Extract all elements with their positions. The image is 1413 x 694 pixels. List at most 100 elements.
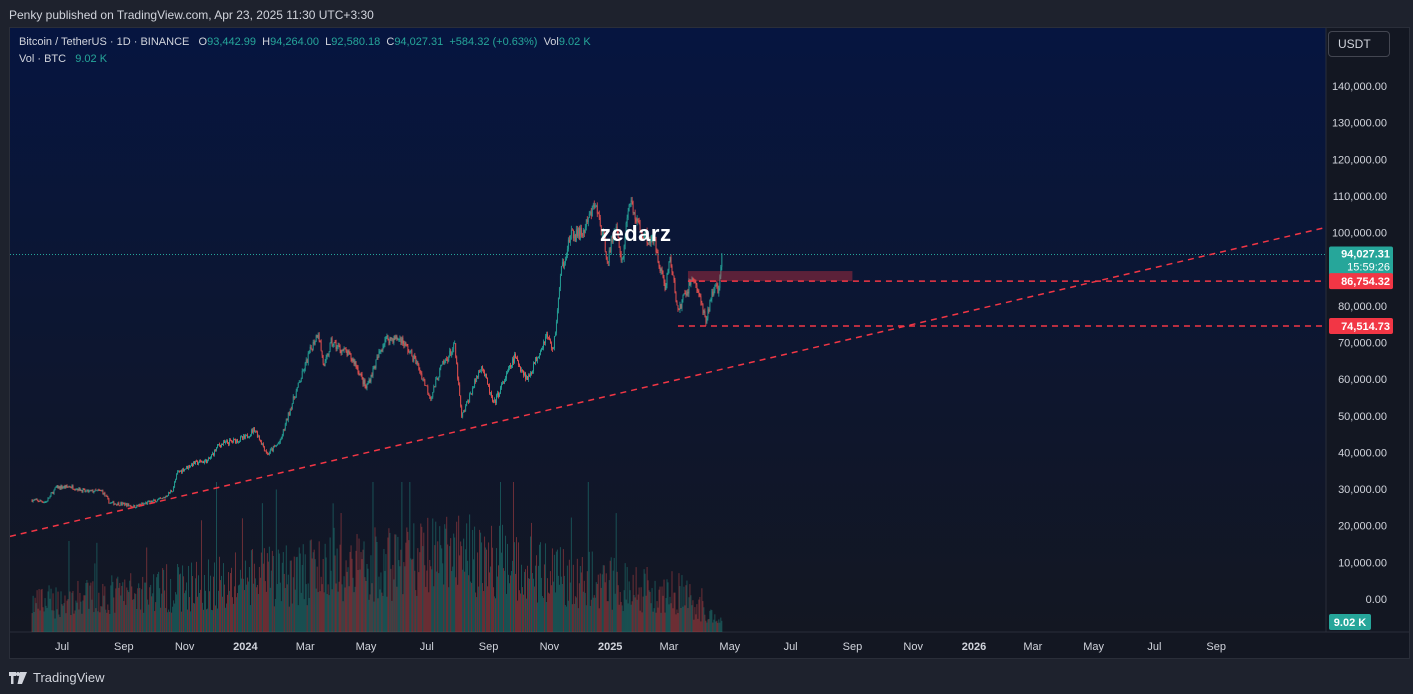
candle — [450, 350, 452, 356]
price-axis-label: 30,000.00 — [1338, 484, 1387, 496]
volume-bar — [599, 573, 601, 632]
candle — [35, 499, 37, 500]
candle — [395, 335, 397, 340]
volume-bar — [578, 583, 580, 632]
candle — [402, 337, 404, 344]
currency-button[interactable]: USDT — [1328, 31, 1390, 57]
volume-bar — [345, 560, 347, 632]
candle — [550, 343, 552, 349]
volume-bar — [543, 564, 545, 632]
candle — [720, 266, 722, 277]
candle — [481, 366, 483, 371]
last-price-badge[interactable] — [1329, 246, 1393, 276]
volume-bar — [32, 595, 34, 632]
volume-bar — [313, 549, 315, 632]
level-badge-1[interactable] — [1329, 273, 1393, 290]
volume-bar — [288, 606, 290, 632]
volume-bar — [536, 602, 538, 632]
volume-bar — [87, 582, 89, 632]
candle — [543, 341, 544, 349]
price-chart[interactable]: 140,000.00 130,000.00 120,000.00 110,000.00… — [10, 28, 1410, 659]
volume-bar — [190, 611, 192, 632]
volume-bar — [381, 592, 383, 632]
volume-bar — [407, 531, 409, 632]
candle — [459, 384, 461, 396]
volume-bar — [518, 542, 519, 632]
volume-bar — [530, 536, 531, 632]
candle — [361, 374, 363, 378]
volume-bar — [160, 607, 162, 632]
volume-bar — [424, 565, 426, 632]
candle — [137, 504, 139, 506]
tradingview-logo[interactable]: TradingView — [9, 670, 105, 685]
volume-bar — [244, 560, 246, 632]
volume-bar — [194, 603, 196, 632]
candle — [81, 490, 83, 493]
volume-bar — [654, 580, 656, 632]
candle — [134, 505, 136, 508]
volume-bar — [627, 603, 629, 632]
volume-bar — [259, 577, 261, 632]
volume-bar — [491, 525, 493, 632]
volume-bar — [295, 557, 297, 632]
candle — [496, 395, 497, 403]
volume-bar — [95, 608, 97, 632]
candle — [373, 366, 375, 369]
chart-container[interactable]: 140,000.00 130,000.00 120,000.00 110,000.00… — [9, 27, 1410, 659]
volume-bar — [402, 594, 404, 632]
candle — [431, 397, 433, 399]
candle — [677, 305, 679, 309]
candle — [413, 355, 415, 362]
volume-bar — [684, 605, 686, 632]
candle — [627, 211, 629, 218]
volume-bar — [430, 566, 432, 632]
candle — [342, 350, 344, 351]
candle — [465, 405, 467, 412]
volume-bar — [707, 619, 709, 632]
volume-bar — [231, 597, 233, 632]
trend-line[interactable] — [10, 226, 1327, 538]
volume-bar — [575, 597, 577, 632]
volume-bar — [456, 521, 458, 632]
candle — [454, 343, 456, 345]
candle — [637, 218, 639, 222]
candle — [121, 502, 123, 505]
candle — [328, 351, 330, 356]
volume-badge[interactable] — [1329, 614, 1371, 630]
candle — [346, 351, 348, 356]
volume-bar — [590, 599, 592, 632]
symbol-title[interactable]: Bitcoin / TetherUS · 1D · BINANCE — [19, 36, 190, 48]
candle — [332, 345, 334, 347]
time-axis-label: Jul — [420, 641, 434, 653]
candle — [665, 285, 667, 290]
candle — [607, 261, 609, 263]
candle — [363, 380, 365, 385]
volume-bar — [351, 558, 353, 632]
level-badge-2[interactable] — [1329, 317, 1393, 334]
candle — [719, 276, 721, 289]
volume-bar — [472, 529, 474, 632]
volume-bar — [279, 582, 281, 632]
candle — [419, 369, 421, 373]
volume-bar — [607, 601, 609, 632]
resistance-zone[interactable] — [687, 271, 853, 282]
volume-bar — [320, 576, 322, 632]
volume-bar — [269, 587, 271, 632]
candle — [39, 500, 41, 502]
volume-bar — [695, 614, 697, 632]
candle — [467, 400, 469, 402]
volume-bar — [517, 600, 518, 632]
price-axis-label: 50,000.00 — [1338, 411, 1387, 423]
volume-bar — [522, 587, 523, 632]
volume-bar — [580, 572, 582, 632]
candle — [702, 303, 704, 314]
volume-bar — [572, 564, 574, 632]
candle — [718, 288, 720, 294]
volume-bar — [380, 572, 382, 632]
volume-bar — [247, 581, 249, 632]
candle — [685, 293, 687, 296]
volume-bar — [212, 610, 213, 632]
candle — [476, 376, 478, 382]
volume-series-label[interactable]: Vol · BTC — [19, 53, 67, 65]
candle — [37, 500, 39, 502]
